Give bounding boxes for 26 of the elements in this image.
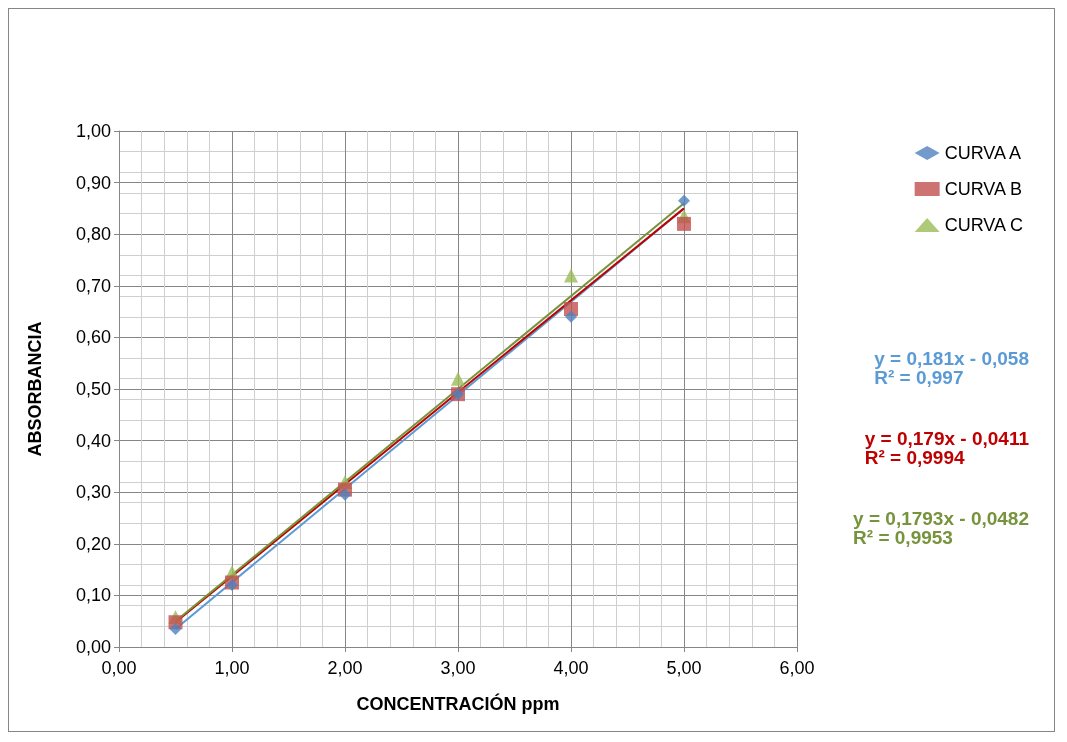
y-tick-label: 0,50 — [75, 379, 111, 399]
text: y = 0,1793x - 0,0482 R² = 0,9953 — [853, 508, 1030, 548]
legend-label: CURVA C — [944, 215, 1024, 235]
y-tick-label: 0,00 — [75, 637, 111, 657]
x-tick-label: 6,00 — [779, 658, 815, 678]
y-tick-label: 0,10 — [75, 585, 111, 606]
x-tick-label: 4,00 — [553, 658, 589, 678]
y-tick-label: 0,40 — [75, 430, 111, 451]
y-tick-label: 0,20 — [75, 533, 111, 554]
y-tick-label: 0,70 — [75, 275, 111, 296]
x-tick-label: 3,00 — [440, 658, 476, 678]
x-axis-title: CONCENTRACIÓN ppm — [356, 693, 560, 714]
y-tick-label: 0,90 — [75, 172, 111, 193]
x-tick-label: 1,00 — [214, 658, 250, 678]
y-axis-title: ABSORBANCIA — [25, 321, 45, 457]
legend-label: CURVA A — [944, 143, 1022, 163]
y-tick-label: 0,80 — [75, 224, 111, 245]
text: y = 0,179x - 0,0411 R² = 0,9994 — [864, 428, 1030, 468]
x-tick-label: 0,00 — [101, 658, 137, 678]
y-tick-label: 1,00 — [75, 121, 111, 141]
text: y = 0,181x - 0,058 R² = 0,997 — [874, 348, 1029, 388]
legend-label: CURVA B — [944, 179, 1023, 199]
x-tick-label: 5,00 — [666, 658, 702, 678]
y-tick-label: 0,60 — [75, 327, 111, 348]
x-tick-label: 2,00 — [327, 658, 363, 678]
y-tick-label: 0,30 — [75, 482, 111, 503]
